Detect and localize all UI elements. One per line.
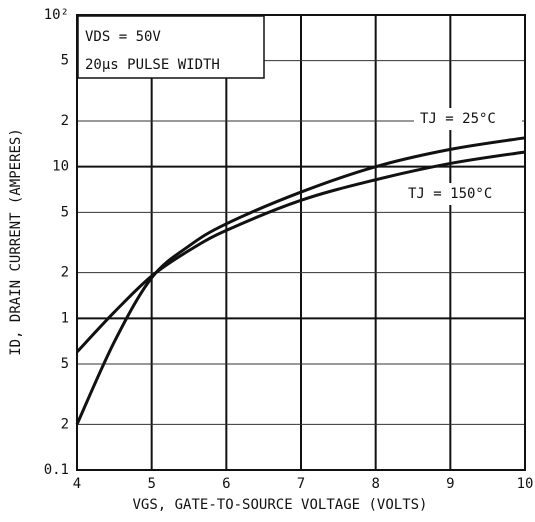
y-tick-label: 5 <box>61 53 69 69</box>
annotation: 20μs PULSE WIDTH <box>85 57 220 73</box>
series-label-bg <box>414 108 522 130</box>
x-axis-label: VGS, GATE-TO-SOURCE VOLTAGE (VOLTS) <box>132 497 427 513</box>
y-tick-label: 5 <box>61 356 69 372</box>
curve <box>75 150 526 354</box>
y-tick-label: 10² <box>44 7 69 23</box>
y-tick-label: 10 <box>52 159 69 175</box>
x-tick-label: 6 <box>222 476 230 492</box>
series-label-bg <box>402 183 510 205</box>
y-tick-label: 1 <box>61 310 69 326</box>
y-axis-label: ID, DRAIN CURRENT (AMPERES) <box>8 128 24 356</box>
series-label: TJ = 150°C <box>408 186 492 202</box>
curve <box>75 136 526 425</box>
series-label: TJ = 25°C <box>420 111 496 127</box>
x-tick-label: 4 <box>73 476 81 492</box>
y-tick-label: 5 <box>61 204 69 220</box>
y-tick-label: 2 <box>61 416 69 432</box>
plot-frame <box>76 14 526 471</box>
x-tick-label: 7 <box>297 476 305 492</box>
y-tick-label: 0.1 <box>44 462 69 478</box>
x-tick-label: 9 <box>446 476 454 492</box>
y-tick-label: 2 <box>61 113 69 129</box>
x-tick-label: 8 <box>371 476 379 492</box>
annotation: VDS = 50V <box>85 29 161 45</box>
x-tick-label: 5 <box>147 476 155 492</box>
annotation-box <box>77 15 265 79</box>
y-tick-label: 2 <box>61 265 69 281</box>
x-tick-label: 10 <box>517 476 534 492</box>
